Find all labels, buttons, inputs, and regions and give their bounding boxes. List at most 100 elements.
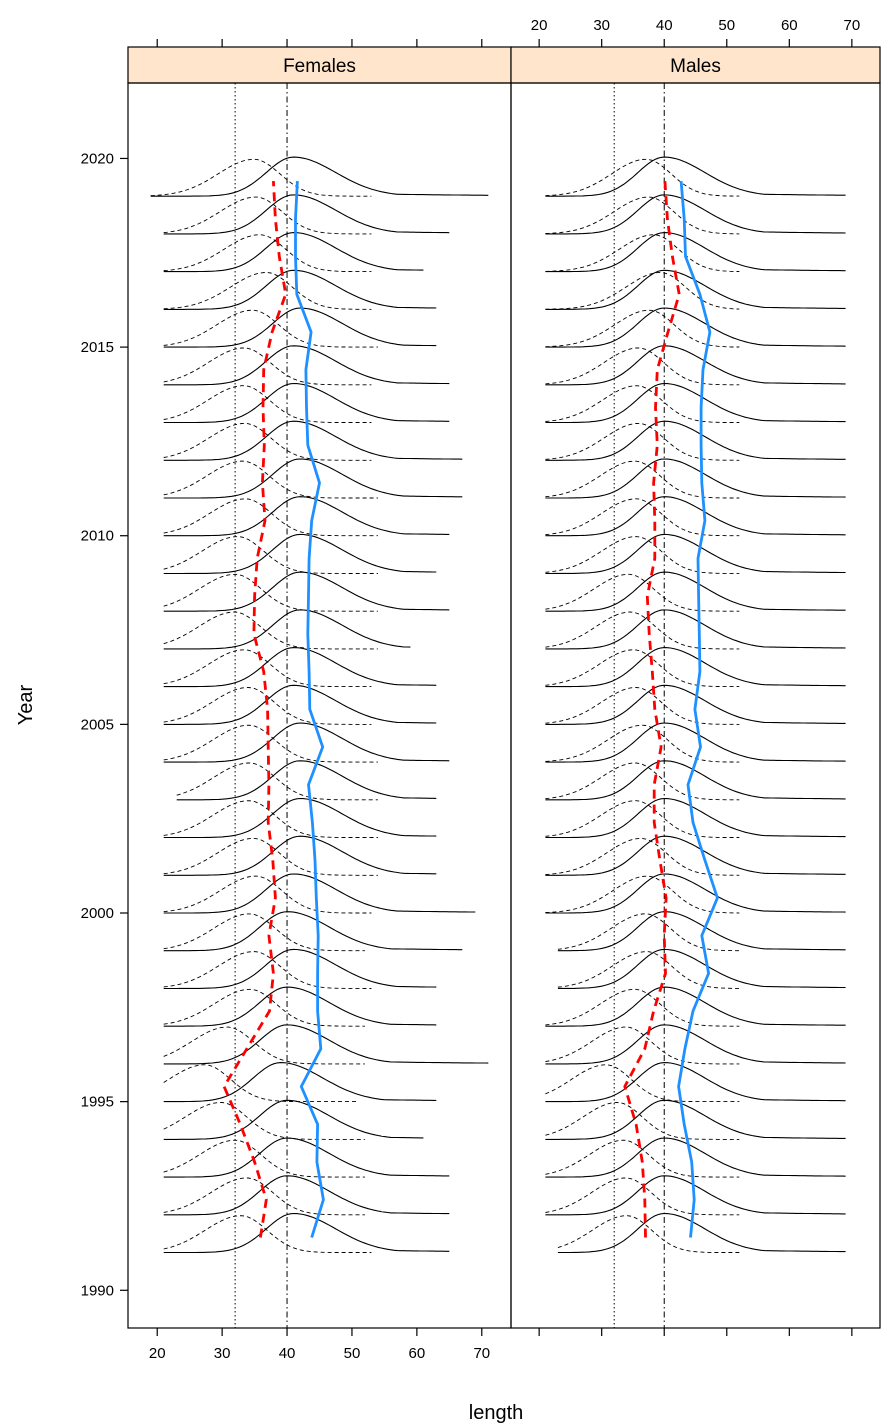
observed-distribution-curve	[545, 309, 740, 348]
predicted-distribution-curve	[545, 760, 846, 801]
x-tick-label: 40	[656, 17, 673, 34]
observed-distribution-curve	[545, 460, 740, 499]
predicted-distribution-curve	[545, 571, 846, 612]
predicted-distribution-curve	[163, 1212, 450, 1254]
predicted-distribution-curve	[163, 345, 450, 386]
y-tick-label: 2010	[81, 528, 114, 545]
observed-distribution-curve	[150, 158, 372, 197]
observed-distribution-curve	[545, 1139, 740, 1178]
predicted-distribution-curve	[545, 609, 846, 650]
observed-distribution-curve	[163, 347, 372, 386]
y-tick-label: 2000	[81, 905, 114, 922]
observed-distribution-curve	[545, 1026, 740, 1065]
predicted-distribution-curve	[545, 156, 846, 197]
observed-distribution-curve	[545, 1177, 740, 1216]
predicted-distribution-curve	[545, 496, 846, 537]
observed-distribution-curve	[163, 422, 372, 461]
predicted-distribution-curve	[163, 533, 437, 575]
predicted-distribution-curve	[163, 496, 450, 537]
predicted-distribution-curve	[545, 194, 846, 235]
strip-females	[127, 46, 512, 84]
observed-distribution-curve	[545, 347, 740, 386]
observed-distribution-curve	[545, 875, 740, 914]
predicted-distribution-curve	[163, 269, 437, 310]
observed-distribution-curve	[163, 1064, 359, 1103]
predicted-distribution-curve	[545, 1099, 846, 1140]
x-tick-label: 50	[344, 1345, 361, 1362]
predicted-distribution-curve	[545, 835, 846, 876]
predicted-distribution-curve	[545, 458, 846, 499]
observed-distribution-curve	[163, 611, 378, 650]
observed-distribution-curve	[557, 913, 740, 952]
x-tick-label: 60	[409, 1345, 426, 1362]
predicted-distribution-curve	[163, 571, 450, 612]
observed-mean-line	[294, 181, 325, 1238]
predicted-distribution-curve	[545, 1024, 846, 1065]
predicted-distribution-curve	[163, 722, 450, 763]
x-tick-label: 30	[214, 1345, 231, 1362]
observed-distribution-curve	[163, 272, 372, 310]
predicted-distribution-curve	[557, 1212, 846, 1254]
predicted-distribution-curve	[163, 911, 463, 952]
predicted-distribution-curve	[545, 307, 846, 348]
predicted-distribution-curve	[545, 232, 846, 273]
observed-distribution-curve	[545, 158, 740, 197]
observed-distribution-curve	[545, 837, 740, 876]
observed-mean-line	[677, 180, 719, 1238]
observed-distribution-curve	[545, 498, 740, 537]
observed-distribution-curve	[163, 573, 378, 612]
predicted-distribution-curve	[163, 797, 437, 839]
observed-distribution-curve	[163, 234, 372, 273]
predicted-distribution-curve	[545, 1062, 846, 1103]
predicted-distribution-curve	[545, 722, 846, 763]
y-axis-title: Year	[15, 684, 37, 725]
x-axis-title: length	[469, 1402, 524, 1424]
y-tick-label: 2005	[81, 716, 114, 733]
predicted-distribution-curve	[163, 948, 437, 990]
axes-layer: 20 30 40 50 60 70 20 30 40 50 60 70 1990 1995 2000 2005…	[81, 17, 861, 1362]
predicted-distribution-curve	[163, 232, 424, 273]
predicted-distribution-curve	[545, 986, 846, 1027]
y-tick-label: 1995	[81, 1094, 114, 1111]
predicted-distribution-curve	[557, 911, 846, 952]
observed-distribution-curve	[545, 422, 740, 461]
observed-distribution-curve	[545, 234, 740, 272]
predicted-mean-line	[222, 181, 288, 1238]
predicted-distribution-curve	[163, 1062, 437, 1103]
observed-distribution-curve	[163, 1102, 365, 1140]
predicted-distribution-curve	[545, 873, 846, 914]
observed-distribution-curve	[163, 309, 378, 348]
observed-distribution-curve	[163, 875, 372, 914]
observed-distribution-curve	[163, 724, 378, 763]
y-tick-label: 2015	[81, 339, 114, 356]
predicted-distribution-curve	[163, 420, 463, 461]
x-tick-label: 50	[718, 17, 735, 34]
predicted-distribution-curve	[163, 307, 437, 348]
predicted-distribution-curve	[545, 533, 846, 575]
y-tick-label: 2020	[81, 150, 114, 167]
observed-distribution-curve	[545, 1102, 740, 1140]
panel-males: Males	[510, 46, 881, 1329]
observed-distribution-curve	[163, 800, 378, 838]
predicted-distribution-curve	[545, 647, 846, 688]
x-tick-label: 20	[149, 1345, 166, 1362]
predicted-distribution-curve	[163, 986, 437, 1027]
observed-distribution-curve	[163, 536, 378, 574]
observed-distribution-curve	[163, 988, 365, 1027]
predicted-distribution-curve	[163, 647, 437, 688]
predicted-distribution-curve	[163, 1024, 489, 1065]
predicted-distribution-curve	[545, 797, 846, 839]
x-tick-label: 30	[593, 17, 610, 34]
predicted-distribution-curve	[545, 1137, 846, 1178]
observed-distribution-curve	[545, 1064, 740, 1103]
predicted-distribution-curve	[163, 1099, 424, 1140]
predicted-distribution-curve	[545, 269, 846, 310]
observed-distribution-curve	[163, 1177, 365, 1216]
predicted-distribution-curve	[545, 382, 846, 424]
predicted-distribution-curve	[163, 609, 411, 650]
observed-distribution-curve	[545, 611, 740, 650]
predicted-distribution-curve	[163, 1137, 450, 1178]
predicted-distribution-curve	[545, 420, 846, 461]
observed-distribution-curve	[163, 1139, 365, 1178]
